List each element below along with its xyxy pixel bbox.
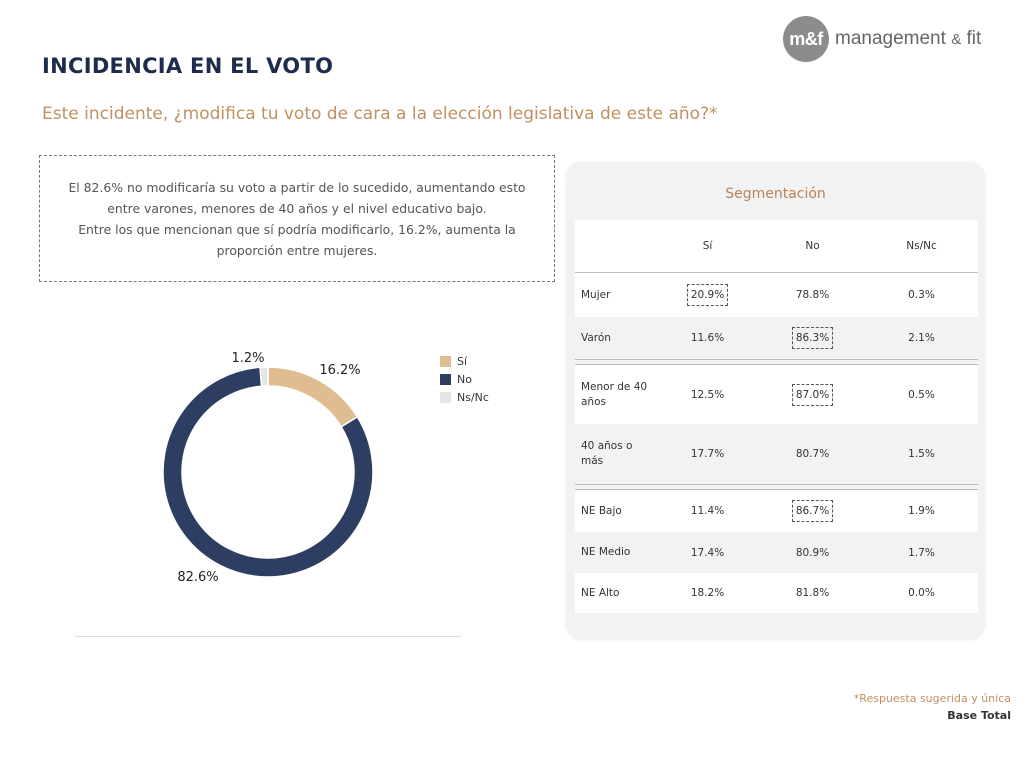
summary-line: entre varones, menores de 40 años y el n…: [107, 200, 487, 216]
highlight-box: 86.3%: [791, 327, 834, 349]
company-logo: m&f management & fit: [783, 16, 981, 62]
cell-si: 18.2%: [690, 587, 725, 599]
cell-si: 11.4%: [690, 505, 725, 517]
cell-nsnc: 1.9%: [908, 505, 935, 517]
row-label: 40 años o más: [581, 440, 633, 467]
column-header: Ns/Nc: [906, 240, 937, 252]
cell-si: 17.7%: [690, 448, 725, 460]
highlight-box: 86.7%: [791, 500, 834, 522]
chart-legend: Sí No Ns/Nc: [440, 352, 489, 406]
column-header: No: [805, 240, 820, 252]
table-row: Mujer 20.9% 78.8% 0.3%: [575, 273, 978, 317]
legend-swatch: [440, 373, 451, 385]
cell-si: 20.9%: [655, 284, 760, 306]
legend-swatch: [440, 391, 451, 403]
cell-no: 86.7%: [760, 500, 865, 522]
cell-no: 80.7%: [795, 448, 830, 460]
highlight-box: 87.0%: [791, 383, 834, 406]
legend-label: Ns/Nc: [457, 390, 489, 404]
row-divider: [575, 272, 978, 273]
table-row: NE Alto 18.2% 81.8% 0.0%: [575, 573, 978, 613]
cell-nsnc: 1.7%: [908, 546, 935, 559]
summary-line: Entre los que mencionan que sí podría mo…: [78, 221, 516, 237]
highlight-box: 20.9%: [686, 284, 729, 306]
donut-slice-3: [259, 366, 269, 388]
table-row: Menor de 40 años 12.5% 87.0% 0.5%: [575, 365, 978, 424]
table-header: Sí No Ns/Nc: [575, 220, 978, 272]
cell-nsnc: 2.1%: [908, 332, 935, 344]
group-divider: [575, 359, 978, 365]
donut-chart: 16.2% 82.6% 1.2%: [162, 351, 374, 585]
logo-fit: fit: [966, 28, 982, 49]
cell-nsnc: 1.5%: [908, 448, 935, 460]
page-title: INCIDENCIA EN EL VOTO: [42, 54, 334, 78]
legend-swatch: [440, 355, 451, 367]
cell-nsnc: 0.0%: [908, 587, 935, 599]
footnote-base: Base Total: [947, 709, 1011, 722]
column-header: Sí: [702, 240, 713, 252]
cell-si: 12.5%: [690, 388, 725, 401]
table-row: NE Bajo 11.4% 86.7% 1.9%: [575, 490, 978, 532]
data-label-1: 16.2%: [319, 363, 360, 378]
legend-label: Sí: [457, 354, 468, 368]
cell-no: 78.8%: [795, 289, 830, 301]
survey-question: Este incidente, ¿modifica tu voto de car…: [42, 104, 718, 124]
group-divider: [575, 484, 978, 490]
logo-amp: &: [951, 31, 962, 48]
legend-item-si: Sí: [440, 352, 489, 370]
legend-label: No: [457, 372, 472, 386]
row-label: NE Alto: [581, 586, 620, 599]
cell-si: 11.6%: [690, 332, 725, 344]
cell-nsnc: 0.3%: [908, 289, 935, 301]
summary-line: proporción entre mujeres.: [216, 242, 378, 258]
cell-no: 86.3%: [760, 327, 865, 349]
summary-box: El 82.6% no modificaría su voto a partir…: [39, 155, 555, 282]
summary-line: El 82.6% no modificaría su voto a partir…: [68, 179, 526, 195]
table-row: NE Medio 17.4% 80.9% 1.7%: [575, 532, 978, 573]
cell-no: 87.0%: [760, 383, 865, 406]
cell-si: 17.4%: [690, 546, 725, 559]
table-row: Varón 11.6% 86.3% 2.1%: [575, 317, 978, 359]
data-label-3: 1.2%: [231, 351, 264, 366]
row-label: Menor de 40 años: [581, 380, 648, 408]
row-label: Mujer: [581, 288, 611, 301]
row-label: NE Bajo: [581, 504, 622, 517]
row-label: NE Medio: [581, 546, 631, 558]
row-label: Varón: [581, 331, 611, 344]
logo-wordmark: management & fit: [835, 28, 981, 50]
footnote: *Respuesta sugerida y única Base Total: [854, 690, 1011, 724]
cell-no: 80.9%: [795, 546, 830, 559]
segmentation-title: Segmentación: [725, 186, 826, 202]
logo-name: management: [835, 28, 946, 49]
donut-slice-2: [162, 366, 374, 578]
cell-nsnc: 0.5%: [908, 388, 935, 401]
footnote-note: *Respuesta sugerida y única: [853, 692, 1011, 705]
divider: [75, 636, 461, 637]
table-row: 40 años o más 17.7% 80.7% 1.5%: [575, 424, 978, 484]
cell-no: 81.8%: [795, 587, 830, 599]
legend-item-nsnc: Ns/Nc: [440, 388, 489, 406]
data-label-2: 82.6%: [177, 570, 218, 585]
legend-item-no: No: [440, 370, 489, 388]
logo-mark: m&f: [783, 16, 829, 62]
